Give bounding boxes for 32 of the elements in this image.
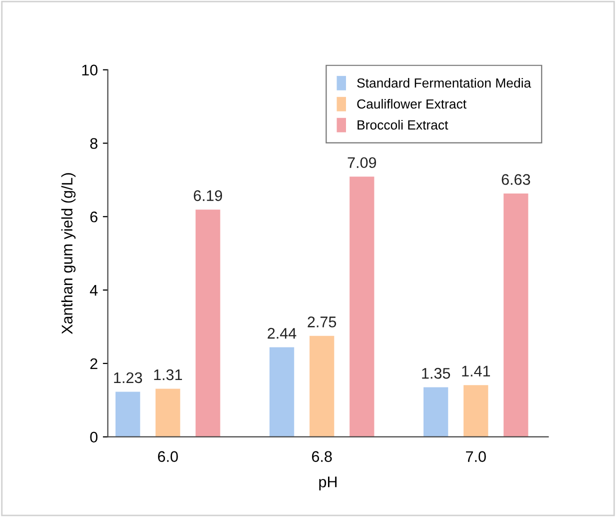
bar <box>310 336 334 437</box>
bar <box>156 388 180 437</box>
data-label: 1.41 <box>462 366 490 376</box>
x-tick-label: 6.0 <box>158 451 178 462</box>
y-tick-label: 4 <box>90 285 98 296</box>
bar <box>424 387 448 437</box>
bar <box>116 392 140 437</box>
data-label: 1.23 <box>114 372 142 384</box>
y-axis-title: Xanthan gum yield (g/L) <box>61 173 76 334</box>
legend-label: Broccoli Extract <box>358 120 448 130</box>
data-label: 1.31 <box>154 369 182 380</box>
bar <box>196 210 220 437</box>
bar <box>504 194 528 437</box>
y-tick-label: 6 <box>90 211 98 222</box>
data-label: 1.35 <box>422 368 450 379</box>
x-tick-label: 6.8 <box>312 451 332 462</box>
x-tick-label: 7.0 <box>466 451 486 462</box>
x-axis-title: pH <box>319 476 337 490</box>
y-tick-label: 2 <box>90 358 98 369</box>
y-tick-label: 8 <box>90 138 98 149</box>
data-label: 2.75 <box>308 316 336 328</box>
legend-label: Standard Fermentation Media <box>357 78 532 88</box>
data-label: 7.09 <box>348 157 376 168</box>
data-label: 2.44 <box>268 328 296 339</box>
y-tick-label: 0 <box>90 432 98 443</box>
legend-label: Cauliflower Extract <box>357 98 466 109</box>
y-tick-label: 10 <box>82 64 98 76</box>
bar <box>350 176 374 437</box>
bar <box>464 385 488 437</box>
bar <box>270 347 294 437</box>
data-label: 6.63 <box>502 174 530 185</box>
data-label: 6.19 <box>194 190 222 202</box>
